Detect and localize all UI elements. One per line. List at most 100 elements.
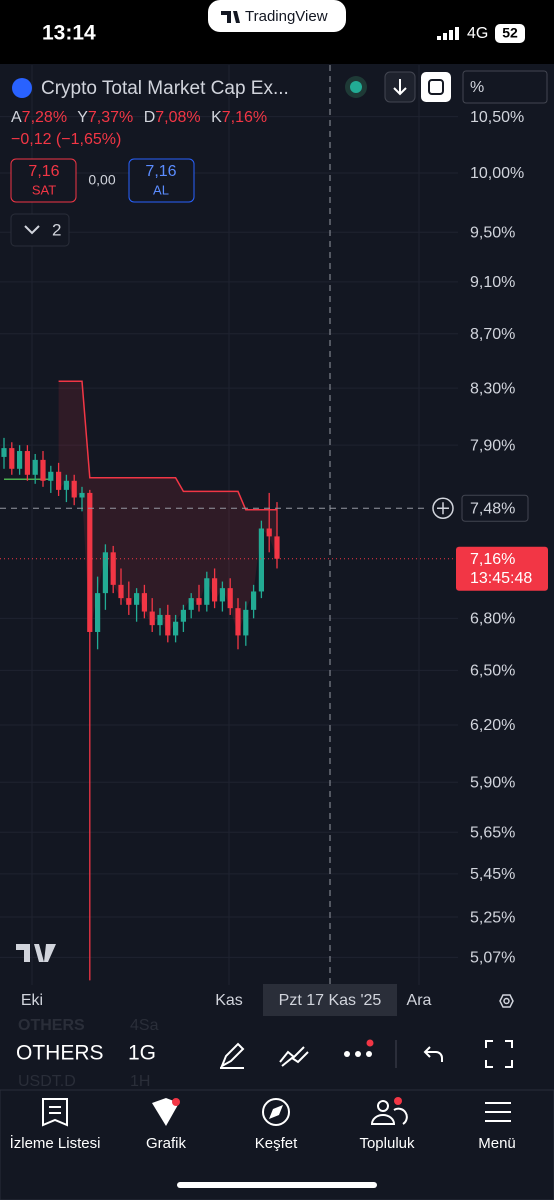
candle-body xyxy=(118,584,124,599)
candle-body xyxy=(102,552,108,594)
explore-icon[interactable] xyxy=(262,1098,290,1126)
countdown: 13:45:48 xyxy=(470,570,532,587)
undo-icon[interactable] xyxy=(423,1046,443,1062)
indicator-icon[interactable] xyxy=(279,1046,309,1067)
brand-pill xyxy=(208,0,346,32)
fullscreen-icon[interactable] xyxy=(485,1040,513,1068)
chart-icon[interactable] xyxy=(152,1098,179,1126)
draw-icon[interactable] xyxy=(220,1042,245,1069)
indicators-count: 2 xyxy=(52,220,61,239)
nav-label[interactable]: Grafik xyxy=(146,1135,187,1152)
badge xyxy=(394,1097,402,1105)
candle-body xyxy=(266,528,272,537)
add-alert[interactable] xyxy=(432,497,454,520)
spread: 0,00 xyxy=(88,172,115,188)
more-icon[interactable] xyxy=(344,1051,372,1057)
candle-body xyxy=(87,492,93,632)
buy-button[interactable] xyxy=(128,158,195,203)
download-icon xyxy=(393,79,407,96)
crosshair-label: 7,48% xyxy=(470,500,515,517)
ghost-symbol: OTHERS xyxy=(18,1017,85,1034)
replay-button[interactable] xyxy=(421,72,451,102)
sell-button[interactable] xyxy=(10,158,77,203)
brand-logo xyxy=(221,11,240,23)
community-icon-body xyxy=(370,1107,408,1125)
brand: TradingView xyxy=(245,8,328,25)
open-value: 7,28% xyxy=(22,109,67,126)
cloud-line xyxy=(58,380,277,511)
candle-body xyxy=(141,593,147,612)
candle-body xyxy=(95,593,101,632)
indicators-toggle[interactable] xyxy=(10,213,70,247)
menu-icon[interactable] xyxy=(485,1102,511,1122)
buy-price: 7,16 xyxy=(145,163,176,180)
candle-body xyxy=(71,480,77,498)
close-value: 7,16% xyxy=(222,109,267,126)
y-tick-label: 9,10% xyxy=(470,274,515,291)
x-tick-label: Kas xyxy=(215,992,243,1009)
add-alert-plus xyxy=(437,502,449,515)
y-tick-label: 6,80% xyxy=(470,611,515,628)
candle-body xyxy=(110,552,116,585)
replay-icon xyxy=(428,79,444,95)
x-tick-label: Eki xyxy=(21,992,43,1009)
candle-body xyxy=(126,598,132,605)
nav-label[interactable]: İzleme Listesi xyxy=(10,1134,101,1152)
candle-body xyxy=(48,471,54,481)
tv-watermark xyxy=(16,944,56,962)
y-tick-label: 6,20% xyxy=(470,717,515,734)
candle-body xyxy=(235,608,241,636)
candle-body xyxy=(9,448,15,469)
settings-icon[interactable] xyxy=(499,994,514,1008)
crosshair-box xyxy=(461,494,529,522)
candle-body xyxy=(165,614,171,636)
candle-body xyxy=(157,614,163,626)
clock: 13:14 xyxy=(42,22,96,45)
battery-level: 52 xyxy=(502,25,518,41)
high-label: Y xyxy=(77,109,88,126)
candle-body xyxy=(258,528,264,592)
candle-body xyxy=(32,459,38,475)
compass-needle xyxy=(269,1105,283,1119)
crosshair-date-box xyxy=(263,984,397,1016)
y-tick-label: 5,90% xyxy=(470,774,515,791)
toolbar-symbol[interactable]: OTHERS xyxy=(16,1042,104,1065)
community-icon[interactable] xyxy=(377,1100,389,1112)
nav-label[interactable]: Keşfet xyxy=(255,1135,298,1152)
nav-label[interactable]: Menü xyxy=(478,1135,516,1152)
badge xyxy=(172,1098,180,1106)
symbol-title[interactable]: Crypto Total Market Cap Ex... xyxy=(41,78,289,99)
candle-body xyxy=(219,588,225,602)
chevron xyxy=(24,225,40,235)
nav-label[interactable]: Topluluk xyxy=(359,1135,415,1152)
symbol-icon xyxy=(12,78,32,98)
y-tick-label: 7,90% xyxy=(470,437,515,454)
candle-body xyxy=(188,598,194,610)
plot: 10,50% 10,00% 9,50% 9,10% 8,70% 8,30% 7,90% 6,8… xyxy=(0,65,548,1016)
signal xyxy=(437,27,459,40)
candle-body xyxy=(24,451,30,475)
high-value: 7,37% xyxy=(88,109,133,126)
change: −0,12 (−1,65%) xyxy=(11,131,121,148)
scale-button[interactable] xyxy=(462,70,548,104)
candle-body xyxy=(180,609,186,622)
candle-body xyxy=(134,593,140,605)
y-tick-label: 10,00% xyxy=(470,165,524,182)
candle-body xyxy=(204,578,210,605)
y-tick-label: 10,50% xyxy=(470,109,524,126)
candle-body xyxy=(149,611,155,626)
ghost-symbol: USDT.D xyxy=(18,1073,76,1090)
badge xyxy=(366,1039,374,1047)
low-label: D xyxy=(144,109,156,126)
candle-body xyxy=(227,588,233,609)
candle-body xyxy=(17,451,23,469)
watchlist-icon[interactable] xyxy=(42,1098,68,1127)
y-tick-label: 8,70% xyxy=(470,326,515,343)
candle-body xyxy=(212,578,218,602)
candle-body xyxy=(56,471,62,490)
y-tick-label: 5,07% xyxy=(470,950,515,967)
toolbar-interval[interactable]: 1G xyxy=(128,1042,156,1065)
candle-body xyxy=(173,621,179,636)
settings-icon-core xyxy=(503,997,510,1005)
